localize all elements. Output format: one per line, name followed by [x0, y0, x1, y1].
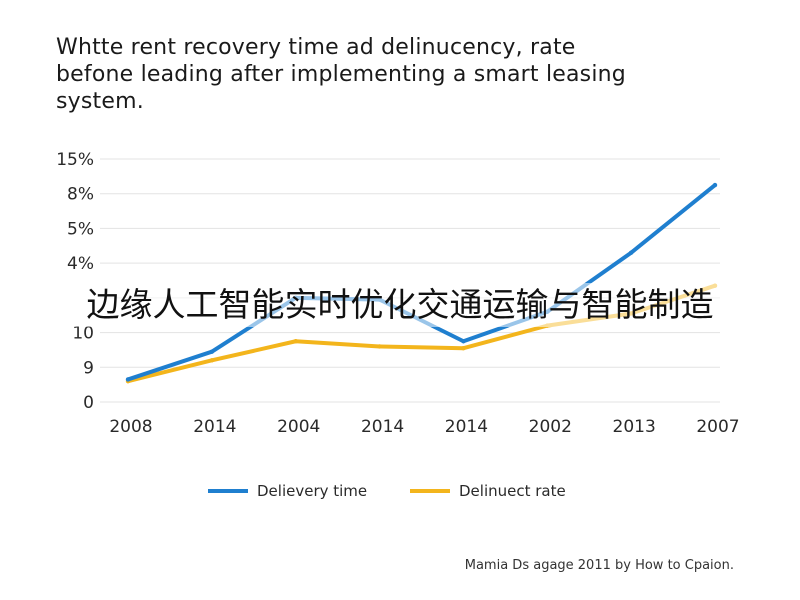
- y-tick-label: 0: [83, 393, 94, 413]
- y-axis-ticks: 0 9 10 4% 5% 8% 15%: [56, 150, 94, 413]
- x-tick-label: 2013: [613, 417, 656, 437]
- chart-title: Whtte rent recovery time ad delinucency,…: [56, 35, 626, 114]
- x-tick-label: 2014: [445, 417, 488, 437]
- legend-label: Delinuect rate: [459, 482, 566, 500]
- y-tick-label: 5%: [67, 219, 94, 239]
- y-tick-label: 15%: [56, 150, 94, 170]
- y-tick-label: 9: [83, 358, 94, 378]
- data-point: [209, 349, 215, 354]
- data-point: [377, 344, 382, 349]
- overlay-caption: 边缘人工智能实时优化交通运输与智能制造: [0, 283, 800, 327]
- x-tick-label: 2007: [696, 417, 739, 437]
- data-point: [293, 339, 298, 344]
- data-point: [125, 377, 131, 382]
- legend-label: Delievery time: [257, 482, 367, 500]
- x-axis-ticks: 2008 2014 2004 2014 2014 2002 2013 2007: [109, 417, 739, 437]
- x-tick-label: 2014: [361, 417, 404, 437]
- data-point: [628, 250, 634, 255]
- source-credit: Mamia Ds agage 2011 by How to Cpaion.: [464, 558, 734, 573]
- y-tick-label: 10: [72, 324, 94, 344]
- x-tick-label: 2014: [193, 417, 236, 437]
- y-tick-label: 4%: [67, 254, 94, 274]
- y-tick-label: 8%: [67, 185, 94, 205]
- legend: Delievery time Delinuect rate: [208, 482, 566, 500]
- x-tick-label: 2008: [109, 417, 152, 437]
- x-tick-label: 2004: [277, 417, 320, 437]
- data-point: [461, 339, 466, 344]
- data-point: [712, 182, 718, 188]
- data-point: [461, 345, 466, 351]
- data-point: [209, 358, 215, 363]
- x-tick-label: 2002: [529, 417, 572, 437]
